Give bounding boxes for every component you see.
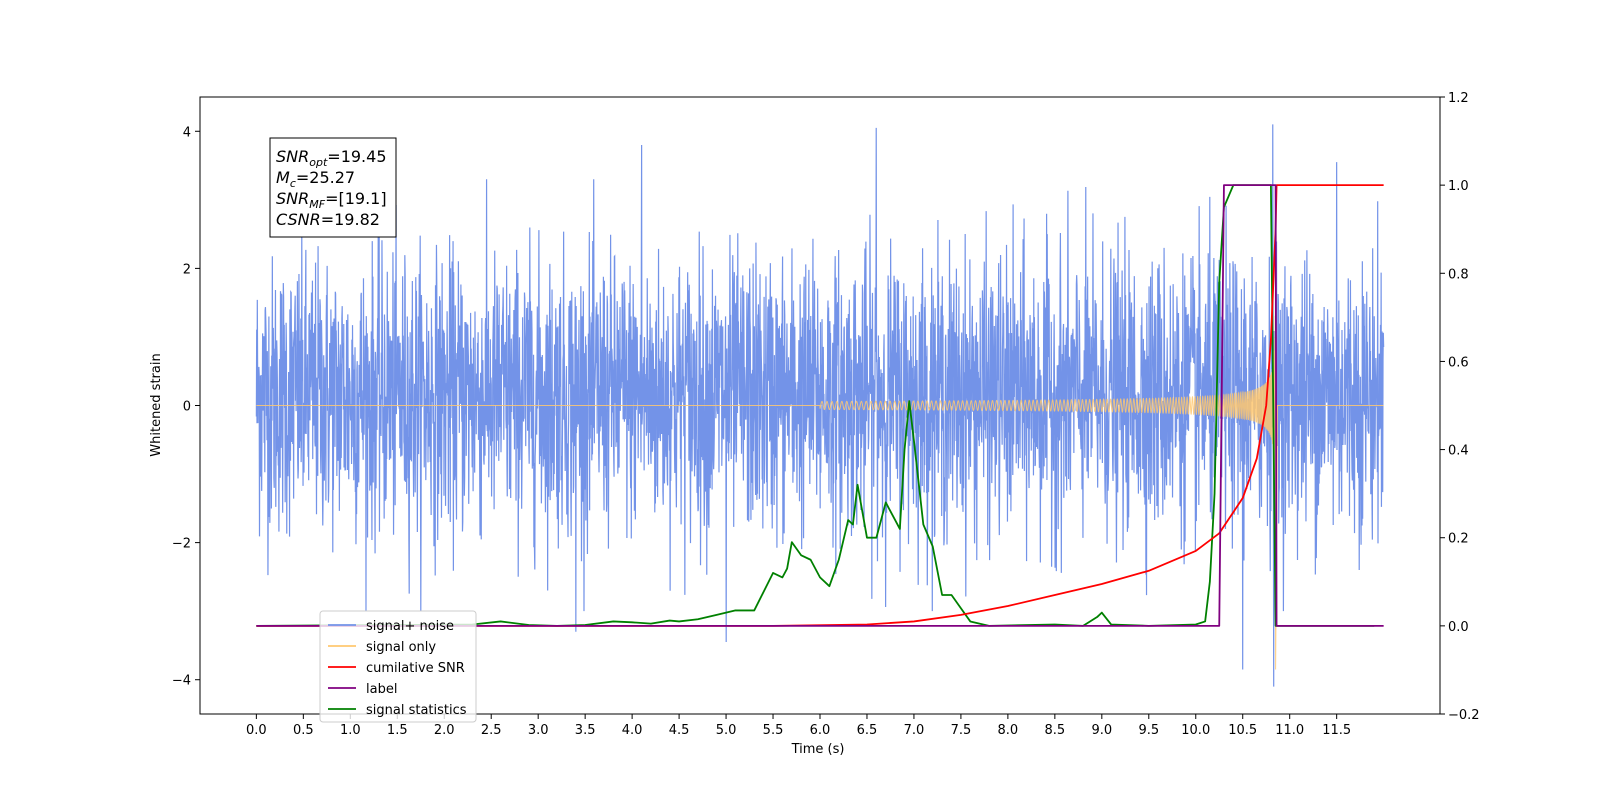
x-axis-label: Time (s) — [791, 742, 845, 757]
legend-label: signal statistics — [366, 703, 467, 718]
series-signal-statistics — [256, 184, 1375, 627]
x-tick-label: 3.0 — [528, 723, 549, 738]
x-tick-label: 7.0 — [904, 723, 925, 738]
legend-label: signal only — [366, 640, 436, 655]
y-axis-right: 1.2 1.0 0.8 0.6 0.4 0.2 0.0 −0.2 — [1440, 91, 1480, 723]
stat-line: SNRMF=[19.1] — [276, 189, 387, 211]
x-tick-label: 6.0 — [810, 723, 831, 738]
y-axis-left: 4 2 0 −2 −4 — [172, 125, 200, 689]
x-tick-label: 2.5 — [481, 723, 502, 738]
y-axis-label: Whitened strain — [149, 353, 164, 456]
x-tick-label: 9.5 — [1138, 723, 1159, 738]
legend: signal+ noise signal only cumilative SNR la… — [319, 610, 477, 723]
series-cumulative-snr — [256, 184, 1384, 627]
x-tick-label: 3.5 — [575, 723, 596, 738]
y-tick-label: 4 — [183, 125, 191, 140]
x-tick-label: 11.5 — [1322, 723, 1351, 738]
x-tick-label: 8.0 — [998, 723, 1019, 738]
stat-line: CSNR=19.82 — [276, 210, 380, 229]
y2-tick-label: 1.2 — [1448, 91, 1469, 106]
x-axis: 0.0 0.5 1.0 1.5 2.0 2.5 3.0 3.5 4.0 4.5 5.0 5.5 6.0 6… — [246, 714, 1351, 738]
legend-label: cumilative SNR — [366, 661, 465, 676]
x-tick-label: 7.5 — [951, 723, 972, 738]
annotation-box: SNRopt=19.45Mc=25.27SNRMF=[19.1]CSNR=19.… — [269, 137, 397, 238]
legend-label: label — [366, 682, 397, 697]
y-tick-label: 0 — [183, 400, 191, 415]
x-tick-label: 1.5 — [387, 723, 408, 738]
series-line-cumulative-snr — [256, 184, 1384, 627]
y2-tick-label: 0.6 — [1448, 355, 1469, 370]
x-tick-label: 2.0 — [434, 723, 455, 738]
y-tick-label: −4 — [172, 674, 191, 689]
series-label — [256, 184, 1384, 627]
legend-label: signal+ noise — [366, 619, 454, 634]
y2-tick-label: 0.8 — [1448, 267, 1469, 282]
stat-line: Mc=25.27 — [276, 168, 355, 190]
y2-tick-label: 0.0 — [1448, 620, 1469, 635]
x-tick-label: 0.5 — [293, 723, 314, 738]
y2-tick-label: 0.4 — [1448, 444, 1469, 459]
x-tick-label: 5.5 — [763, 723, 784, 738]
y2-tick-label: 0.2 — [1448, 532, 1469, 547]
y2-tick-label: −0.2 — [1448, 708, 1480, 723]
x-tick-label: 10.5 — [1228, 723, 1257, 738]
series-line-signal-only — [256, 258, 1384, 670]
x-tick-label: 5.0 — [716, 723, 737, 738]
x-tick-label: 4.0 — [622, 723, 643, 738]
x-tick-label: 4.5 — [669, 723, 690, 738]
x-tick-label: 0.0 — [246, 723, 267, 738]
x-tick-label: 8.5 — [1045, 723, 1066, 738]
series-line-label — [256, 184, 1384, 627]
series-signal-only — [256, 258, 1384, 670]
y-tick-label: 2 — [183, 262, 191, 277]
x-tick-label: 11.0 — [1275, 723, 1304, 738]
y2-tick-label: 1.0 — [1448, 179, 1469, 194]
stat-line: SNRopt=19.45 — [276, 147, 387, 169]
series-line-signal-statistics — [256, 184, 1375, 627]
x-tick-label: 10.0 — [1181, 723, 1210, 738]
y-tick-label: −2 — [172, 537, 191, 552]
x-tick-label: 9.0 — [1091, 723, 1112, 738]
x-tick-label: 1.0 — [340, 723, 361, 738]
x-tick-label: 6.5 — [857, 723, 878, 738]
